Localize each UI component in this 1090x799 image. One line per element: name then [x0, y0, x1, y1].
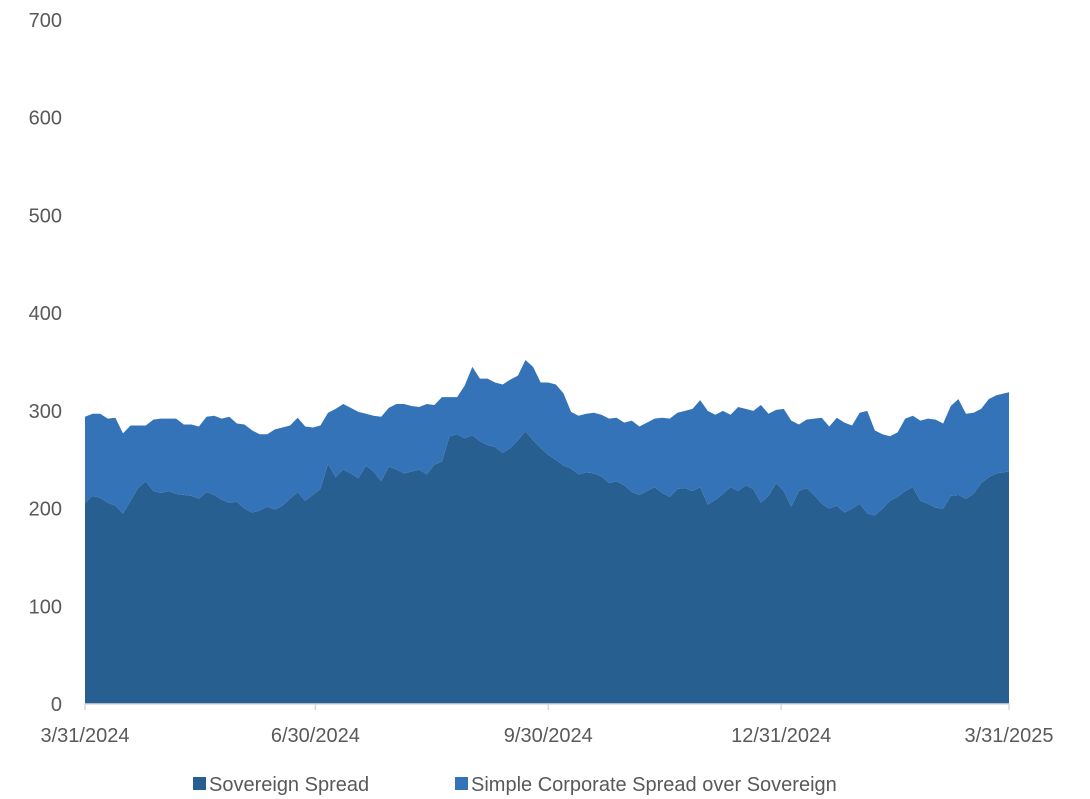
y-tick-label: 600 — [29, 108, 62, 130]
legend: Sovereign Spread Simple Corporate Spread … — [193, 774, 837, 796]
x-tick-label: 9/30/2024 — [504, 725, 593, 747]
x-tick-label: 6/30/2024 — [271, 725, 360, 747]
legend-swatch — [455, 777, 468, 790]
legend-swatch — [193, 777, 206, 790]
x-tick-label: 12/31/2024 — [731, 725, 831, 747]
y-tick-label: 0 — [51, 694, 62, 716]
y-tick-label: 200 — [29, 499, 62, 521]
y-tick-label: 700 — [29, 10, 62, 32]
x-tick-label: 3/31/2025 — [965, 725, 1054, 747]
y-tick-label: 100 — [29, 596, 62, 618]
plot-area — [85, 360, 1009, 704]
x-tick-label: 3/31/2024 — [41, 725, 130, 747]
area-series-2 — [85, 360, 1009, 516]
area-series-1 — [85, 431, 1009, 704]
x-axis: 3/31/2024 6/30/2024 9/30/2024 12/31/2024 3/3… — [41, 703, 1054, 747]
y-tick-label: 300 — [29, 401, 62, 423]
y-axis-ticks: 0 100 200 300 400 500 600 700 — [29, 10, 62, 716]
y-tick-label: 500 — [29, 205, 62, 227]
y-tick-label: 400 — [29, 303, 62, 325]
legend-label: Simple Corporate Spread over Sovereign — [471, 774, 837, 796]
legend-label: Sovereign Spread — [209, 774, 369, 796]
